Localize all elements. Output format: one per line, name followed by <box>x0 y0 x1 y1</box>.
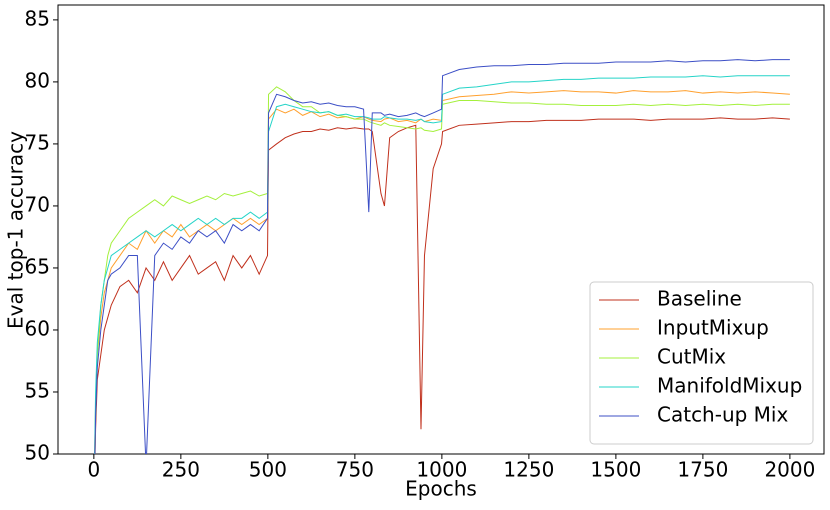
series-line <box>94 75 790 454</box>
series-line <box>94 86 790 454</box>
legend-label: CutMix <box>657 345 726 369</box>
x-tick-label: 1250 <box>503 458 554 482</box>
y-tick-label: 85 <box>25 6 50 30</box>
y-tick-label: 65 <box>25 254 50 278</box>
x-tick-label: 1500 <box>590 458 641 482</box>
legend-label: Catch-up Mix <box>657 403 788 427</box>
legend-label: InputMixup <box>657 316 769 340</box>
plot-frame <box>57 4 825 455</box>
legend-label: ManifoldMixup <box>657 374 802 398</box>
y-tick-label: 55 <box>25 378 50 402</box>
x-tick-label: 2000 <box>764 458 815 482</box>
plot-lines <box>94 59 790 454</box>
x-axis-label: Epochs <box>405 477 477 501</box>
x-tick-label: 1000 <box>416 458 467 482</box>
y-tick-label: 60 <box>25 316 50 340</box>
legend-label: Baseline <box>657 287 742 311</box>
x-tick-label: 250 <box>162 458 200 482</box>
y-tick-label: 50 <box>25 441 50 465</box>
x-tick-label: 750 <box>336 458 374 482</box>
x-tick-label: 500 <box>249 458 287 482</box>
series-line <box>94 59 790 454</box>
legend-box <box>589 281 814 445</box>
x-tick-label: 1750 <box>677 458 728 482</box>
y-tick-label: 70 <box>25 192 50 216</box>
x-tick-label: 0 <box>87 458 100 482</box>
y-tick-label: 75 <box>25 130 50 154</box>
y-axis-label: Eval top-1 accuracy <box>4 131 28 329</box>
series-line <box>94 117 790 454</box>
y-tick-label: 80 <box>25 68 50 92</box>
